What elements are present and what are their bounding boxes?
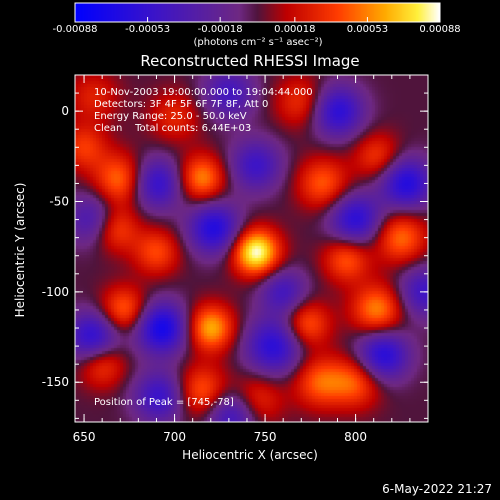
y-tick-label: -150 [42,375,69,389]
plot-frame [74,74,429,423]
heatmap-image [75,75,428,422]
annotation-clean: Clean Total counts: 6.44E+03 [94,123,252,134]
colorbar-tick-label: -0.00053 [125,24,171,35]
x-tick-label: 700 [163,430,186,444]
timestamp: 6-May-2022 21:27 [382,482,492,496]
y-tick-label: -50 [49,195,69,209]
annotation-time-range: 10-Nov-2003 19:00:00.000 to 19:04:44.000 [94,87,313,98]
colorbar-tick-label: -0.00018 [197,24,243,35]
x-tick-label: 650 [73,430,96,444]
annotation-detectors: Detectors: 3F 4F 5F 6F 7F 8F, Att 0 [94,99,269,110]
y-tick-label: 0 [61,104,69,118]
annotation-peak-position: Position of Peak = [745,-78] [94,397,234,408]
colorbar-unit-label: (photons cm⁻² s⁻¹ asec⁻²) [193,37,323,48]
x-tick-label: 800 [344,430,367,444]
chart-title: Reconstructed RHESSI Image [140,52,360,70]
x-axis-label: Heliocentric X (arcsec) [182,448,318,462]
colorbar-tick-label: 0.00018 [274,24,316,35]
annotation-energy: Energy Range: 25.0 - 50.0 keV [94,111,247,122]
colorbar-tick-label: 0.00088 [419,24,461,35]
colorbar-tick-label: 0.00053 [346,24,389,35]
y-axis-label: Heliocentric Y (arcsec) [13,182,27,318]
y-tick-label: -100 [42,285,69,299]
colorbar-tick-label: -0.00088 [52,24,98,35]
x-tick-label: 750 [254,430,277,444]
